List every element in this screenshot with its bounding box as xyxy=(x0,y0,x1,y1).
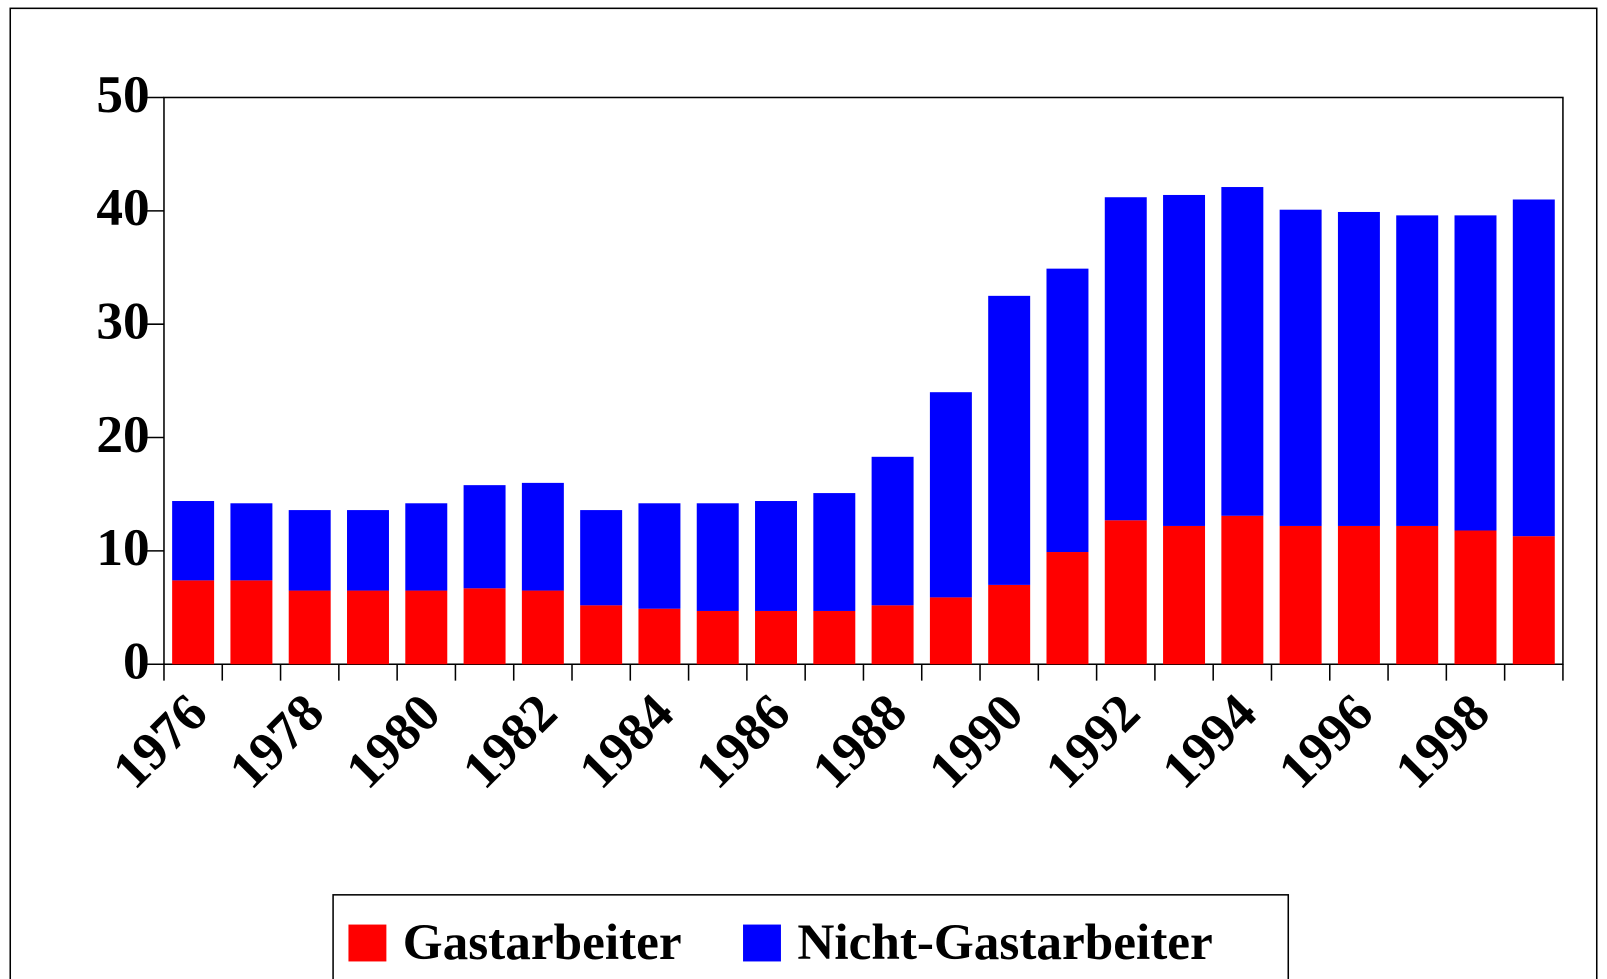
bar-segment xyxy=(405,590,448,665)
bar-segment xyxy=(405,503,448,591)
legend-label: Gastarbeiter xyxy=(403,914,682,971)
bar-segment xyxy=(929,597,972,665)
bar-segment xyxy=(521,482,564,591)
x-tick-label: 1988 xyxy=(801,683,918,800)
bar-segment xyxy=(638,608,681,665)
bar-segment xyxy=(347,590,389,665)
bar-segment xyxy=(871,605,914,665)
bar-segment xyxy=(1163,525,1206,665)
bar-segment xyxy=(1279,209,1322,526)
bar-segment xyxy=(347,510,389,591)
bar-segment xyxy=(1512,199,1555,537)
bar-segment xyxy=(463,485,506,589)
x-tick-label: 1996 xyxy=(1267,683,1384,800)
chart-frame xyxy=(9,7,1598,979)
y-tick-label: 0 xyxy=(123,632,150,691)
legend-swatch xyxy=(348,924,387,962)
y-tick-label: 10 xyxy=(96,518,149,577)
bar-segment xyxy=(1279,525,1322,665)
x-tick-label: 1986 xyxy=(684,683,801,800)
y-tick-label: 50 xyxy=(96,65,149,124)
bar-segment xyxy=(638,503,681,609)
bar-segment xyxy=(1221,515,1264,665)
y-tick-label: 40 xyxy=(96,178,149,237)
x-tick-label: 1998 xyxy=(1384,683,1501,800)
bar-segment xyxy=(696,503,739,611)
legend-label: Nicht-Gastarbeiter xyxy=(797,914,1212,971)
y-tick-label: 20 xyxy=(96,405,149,464)
bar-segment xyxy=(1512,536,1555,665)
bar-segment xyxy=(1337,525,1380,665)
bar-segment xyxy=(813,493,856,611)
bar-segment xyxy=(1454,530,1497,665)
bar-segment xyxy=(696,610,739,665)
bar-segment xyxy=(1454,215,1497,531)
bar-segment xyxy=(1221,187,1264,516)
legend-swatch xyxy=(743,924,781,962)
bar-segment xyxy=(1163,194,1206,526)
bar-segment xyxy=(929,392,972,598)
bar-segment xyxy=(521,590,564,665)
bar-segment xyxy=(463,588,506,665)
bar-segment xyxy=(172,580,215,665)
bar-segment xyxy=(1104,197,1147,521)
bar-segment xyxy=(1396,525,1439,665)
x-tick-label: 1994 xyxy=(1151,683,1268,800)
x-tick-label: 1982 xyxy=(451,683,568,800)
bar-segment xyxy=(1396,215,1439,526)
bar-segment xyxy=(580,605,623,665)
y-tick-label: 30 xyxy=(96,291,149,350)
bar-segment xyxy=(1104,520,1147,665)
bar-segment xyxy=(988,584,1031,665)
bar-segment xyxy=(288,590,331,665)
x-tick-label: 1984 xyxy=(568,683,685,800)
bar-segment xyxy=(230,580,273,665)
x-tick-label: 1990 xyxy=(917,683,1034,800)
bar-segment xyxy=(755,610,798,665)
legend-box xyxy=(332,894,1290,979)
x-tick-label: 1978 xyxy=(218,683,335,800)
bar-segment xyxy=(1046,268,1089,553)
bar-segment xyxy=(1337,211,1380,526)
bar-segment xyxy=(580,510,623,606)
x-tick-label: 1980 xyxy=(335,683,452,800)
bar-segment xyxy=(755,501,798,611)
bar-segment xyxy=(288,510,331,591)
bar-segment xyxy=(988,295,1031,585)
x-tick-label: 1976 xyxy=(101,683,218,800)
x-tick-label: 1992 xyxy=(1034,683,1151,800)
bar-segment xyxy=(172,501,215,581)
bar-segment xyxy=(813,610,856,665)
bar-segment xyxy=(1046,552,1089,665)
bar-segment xyxy=(871,456,914,606)
bar-segment xyxy=(230,503,273,581)
